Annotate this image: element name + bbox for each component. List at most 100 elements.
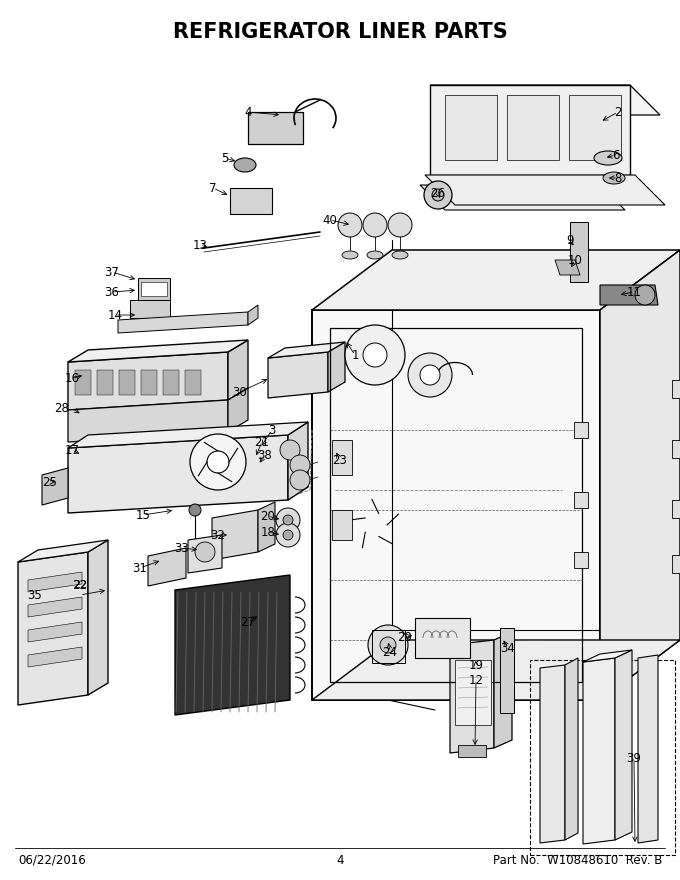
Circle shape [338, 213, 362, 237]
Text: 32: 32 [211, 529, 226, 541]
Polygon shape [28, 597, 82, 617]
Circle shape [408, 353, 452, 397]
Polygon shape [28, 647, 82, 667]
Polygon shape [68, 435, 288, 513]
Polygon shape [118, 312, 248, 333]
Text: 4: 4 [336, 854, 344, 867]
Ellipse shape [367, 251, 383, 259]
Polygon shape [28, 622, 82, 642]
Text: 20: 20 [260, 510, 275, 523]
Polygon shape [212, 510, 258, 560]
Polygon shape [540, 665, 565, 843]
Text: 24: 24 [382, 646, 398, 658]
Text: 18: 18 [260, 525, 275, 539]
Text: 19: 19 [469, 658, 483, 671]
Bar [574, 422, 588, 438]
Polygon shape [68, 352, 228, 410]
Text: 14: 14 [107, 309, 122, 321]
Polygon shape [248, 305, 258, 325]
Polygon shape [450, 640, 494, 753]
Polygon shape [328, 342, 345, 392]
Text: 23: 23 [333, 453, 347, 466]
Bar [415, 618, 470, 658]
Text: 36: 36 [105, 285, 120, 298]
Text: 06/22/2016: 06/22/2016 [18, 854, 86, 867]
Bar [332, 440, 352, 475]
Bar [672, 555, 680, 573]
Polygon shape [565, 658, 578, 840]
Polygon shape [268, 342, 345, 358]
Text: 38: 38 [258, 449, 273, 461]
Circle shape [363, 213, 387, 237]
Text: 16: 16 [65, 371, 80, 385]
Text: 2: 2 [614, 106, 622, 119]
Circle shape [189, 504, 201, 516]
Text: 6: 6 [612, 149, 619, 162]
Circle shape [195, 542, 215, 562]
Bar [445, 95, 497, 160]
Text: 29: 29 [398, 630, 413, 643]
Ellipse shape [234, 158, 256, 172]
Text: 5: 5 [221, 151, 228, 165]
Polygon shape [18, 540, 108, 562]
Text: 13: 13 [192, 238, 207, 252]
Polygon shape [600, 250, 680, 700]
Bar [507, 95, 559, 160]
Text: 33: 33 [175, 541, 189, 554]
Bar [372, 630, 405, 663]
Polygon shape [430, 85, 630, 175]
Polygon shape [312, 250, 680, 310]
Bar [569, 95, 621, 160]
Circle shape [280, 440, 300, 460]
Text: 30: 30 [233, 385, 248, 399]
Text: 31: 31 [133, 561, 148, 575]
Polygon shape [68, 400, 228, 442]
Bar [138, 278, 170, 300]
Polygon shape [583, 658, 615, 844]
Text: 27: 27 [241, 615, 256, 628]
Text: 25: 25 [43, 475, 57, 488]
Circle shape [432, 189, 444, 201]
Text: Part No.  W10848610  Rev. B: Part No. W10848610 Rev. B [492, 854, 662, 867]
Polygon shape [555, 260, 580, 275]
Bar [130, 300, 170, 318]
Text: 39: 39 [626, 752, 641, 765]
Bar [141, 282, 167, 296]
Ellipse shape [392, 251, 408, 259]
Text: 35: 35 [28, 589, 42, 602]
Polygon shape [268, 352, 328, 398]
Bar [672, 500, 680, 518]
Polygon shape [494, 632, 512, 748]
Polygon shape [228, 340, 248, 400]
Circle shape [290, 470, 310, 490]
Text: 21: 21 [254, 436, 269, 449]
Polygon shape [175, 575, 290, 715]
Bar [230, 188, 272, 214]
Polygon shape [583, 650, 632, 662]
Polygon shape [68, 422, 308, 448]
Polygon shape [68, 340, 248, 362]
Polygon shape [288, 422, 308, 500]
Circle shape [283, 515, 293, 525]
Circle shape [207, 451, 229, 473]
Ellipse shape [342, 251, 358, 259]
Polygon shape [638, 655, 658, 843]
Ellipse shape [594, 151, 622, 165]
Text: 4: 4 [244, 106, 252, 119]
Text: 15: 15 [135, 509, 150, 522]
Text: 34: 34 [500, 642, 515, 655]
Bar [574, 552, 588, 568]
Circle shape [190, 434, 246, 490]
Text: 40: 40 [322, 214, 337, 226]
Circle shape [283, 530, 293, 540]
Text: 26: 26 [430, 187, 445, 200]
Polygon shape [420, 185, 625, 210]
Polygon shape [28, 572, 82, 592]
Circle shape [276, 508, 300, 532]
Polygon shape [312, 310, 600, 700]
Text: 8: 8 [614, 172, 622, 185]
Text: 10: 10 [568, 253, 583, 267]
Text: 37: 37 [105, 266, 120, 278]
Polygon shape [258, 502, 275, 552]
Circle shape [368, 625, 408, 665]
